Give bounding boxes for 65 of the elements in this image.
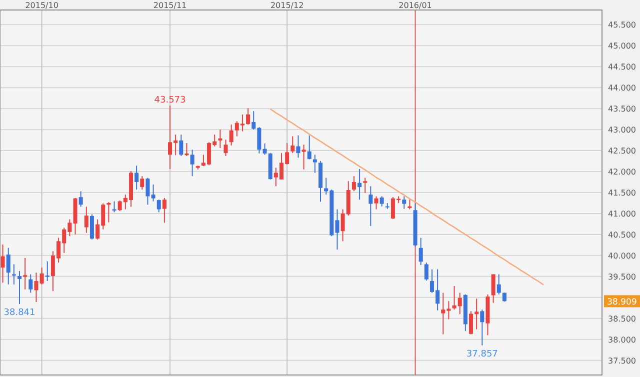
candlestick xyxy=(374,196,378,210)
candlestick xyxy=(368,186,373,227)
y-tick-label: 45.000 xyxy=(608,42,636,51)
candlestick xyxy=(218,129,222,149)
candlestick xyxy=(402,196,406,210)
y-tick-label: 41.500 xyxy=(608,188,636,198)
candlestick xyxy=(290,136,295,154)
candlestick xyxy=(363,177,368,194)
y-tick-label: 38.500 xyxy=(608,314,636,324)
candlestick xyxy=(78,190,83,208)
y-tick-label: 39.500 xyxy=(608,272,636,282)
y-tick-label: 45.500 xyxy=(608,20,636,30)
candlestick xyxy=(0,244,5,284)
candlestick xyxy=(352,176,356,192)
y-tick-label: 37.500 xyxy=(608,356,636,366)
candlestick xyxy=(179,134,184,156)
candlestick xyxy=(18,270,22,305)
y-tick-label: 42.000 xyxy=(608,168,636,177)
annotation: 37.857 xyxy=(466,349,498,360)
candlestick xyxy=(162,197,166,224)
y-tick-label: 40.000 xyxy=(608,251,636,260)
annotation: 43.573 xyxy=(154,96,186,106)
candlestick xyxy=(45,260,50,282)
y-tick-label: 43.000 xyxy=(608,126,636,135)
y-tick-label: 38.000 xyxy=(608,335,636,344)
y-tick-label: 43.500 xyxy=(608,104,636,114)
candlestick xyxy=(307,134,312,160)
candlestick xyxy=(28,274,33,294)
candlestick xyxy=(156,199,161,213)
text: 38.909 xyxy=(607,298,637,308)
x-tick-label: 2016/01 xyxy=(398,1,432,10)
x-tick-label: 2015/12 xyxy=(270,1,304,10)
candlestick xyxy=(40,267,44,285)
x-tick-label: 2015/11 xyxy=(153,1,187,10)
candlestick xyxy=(296,134,300,158)
candlestick xyxy=(84,206,88,234)
candlestick xyxy=(140,176,144,190)
candlestick xyxy=(302,144,306,170)
candlestick xyxy=(262,142,267,156)
candlestick xyxy=(190,149,194,177)
candlestick xyxy=(358,168,362,200)
candlestick xyxy=(6,247,10,285)
candlestick xyxy=(34,272,38,302)
candlestick xyxy=(90,214,94,240)
y-tick-label: 44.500 xyxy=(608,62,636,72)
candlestick xyxy=(424,262,428,282)
y-tick-label: 42.500 xyxy=(608,146,636,156)
candlestick xyxy=(229,124,234,146)
candlestick xyxy=(380,196,384,207)
candlestick xyxy=(312,154,317,174)
candlestick xyxy=(151,184,156,202)
candlestick xyxy=(23,257,28,290)
candlestick xyxy=(224,139,228,156)
y-tick-label: 41.000 xyxy=(608,209,636,218)
line-series xyxy=(270,108,544,286)
candlestick xyxy=(491,274,496,304)
candlestick xyxy=(134,165,139,190)
candlestick xyxy=(496,274,501,295)
x-tick-label: 2015/10 xyxy=(25,1,58,10)
candlestick xyxy=(146,177,150,206)
y-tick-label: 44.000 xyxy=(608,84,636,93)
annotation: 38.841 xyxy=(4,308,36,318)
candlestick xyxy=(418,237,423,266)
y-tick-label: 40.500 xyxy=(608,230,636,240)
candlestick xyxy=(480,309,484,346)
